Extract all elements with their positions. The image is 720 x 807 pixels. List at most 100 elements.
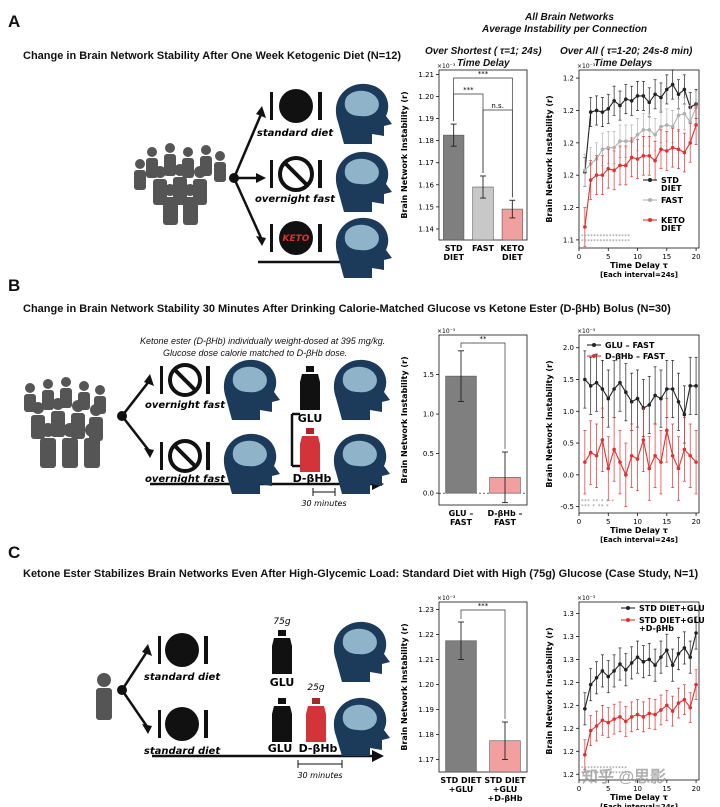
diet-label-standard: standard diet	[257, 128, 334, 139]
y-tick-label: 1.2	[563, 172, 574, 180]
y-tick-label: 1.20	[418, 93, 434, 101]
watermark: 知乎 @思影	[582, 769, 667, 786]
data-point	[612, 168, 616, 173]
data-point	[670, 145, 675, 150]
data-point	[583, 707, 587, 711]
data-point	[618, 460, 622, 464]
data-point	[594, 724, 599, 728]
data-point	[665, 648, 669, 653]
x-tick-label: 15	[662, 785, 671, 793]
y-tick-label: 1.0	[563, 408, 574, 416]
x-tick-label: 0	[577, 785, 581, 793]
y-tick-label: 1.3	[563, 610, 574, 618]
y-tick-label: 1.23	[418, 606, 434, 614]
x-tick-label: 10	[633, 518, 642, 526]
header-line2: Average Instability per Connection	[482, 24, 648, 35]
data-point	[624, 719, 628, 724]
x-axis-label-2: [Each interval=24s]	[600, 803, 678, 807]
category-label: +GLU	[493, 785, 518, 794]
category-label: FAST	[472, 244, 495, 253]
data-point	[606, 166, 611, 171]
y-tick-label: 1.2	[563, 679, 574, 687]
brain-head-icon	[333, 621, 390, 756]
axis-exponent: ×10⁻⁵	[437, 328, 456, 335]
crowd-icon	[134, 143, 226, 225]
data-point	[624, 390, 628, 395]
category-label: +D-βHb	[488, 794, 523, 803]
data-point	[629, 399, 634, 404]
x-tick-label: 10	[633, 785, 642, 793]
diet-label-standard-2: standard diet	[144, 746, 221, 757]
data-point	[624, 473, 628, 477]
diet-label-fast-1: overnight fast	[145, 400, 226, 411]
series-line	[584, 430, 697, 477]
panel-c-letter: C	[8, 543, 21, 562]
data-point	[629, 98, 634, 103]
data-point	[612, 98, 616, 103]
y-tick-label: 1.2	[563, 725, 574, 733]
data-point	[600, 387, 605, 391]
data-point	[670, 82, 675, 87]
y-tick-label: 1.19	[418, 115, 434, 123]
category-label: GLU –	[449, 509, 474, 518]
y-tick-label: 1.0	[423, 411, 434, 419]
panel-a-bar-title2: Time Delay	[457, 58, 510, 69]
data-point	[612, 387, 616, 391]
y-tick-label: 1.20	[418, 681, 434, 689]
x-tick-label: 5	[606, 785, 610, 793]
x-axis-label-2: [Each interval=24s]	[600, 536, 678, 544]
x-tick-label: 20	[692, 253, 701, 261]
data-point	[676, 113, 681, 118]
y-axis-label: Brain Network Instability (r)	[545, 627, 554, 754]
data-point	[635, 655, 640, 659]
x-axis-label-2: [Each interval=24s]	[600, 271, 678, 279]
legend-label: STD	[661, 176, 679, 185]
data-point	[647, 153, 652, 158]
data-point	[600, 669, 605, 673]
data-point	[588, 384, 593, 388]
data-point	[659, 124, 663, 129]
data-point	[653, 453, 657, 458]
data-point	[665, 149, 669, 153]
axis-exponent: ×10⁻³	[437, 63, 456, 70]
data-point	[588, 450, 593, 455]
data-point	[624, 97, 628, 101]
axis-exponent: ×10⁻³	[577, 63, 596, 70]
data-point	[694, 682, 698, 687]
legend-label: DIET	[661, 184, 682, 193]
panel-a-bar-title: Over Shortest ( τ=1; 24s)	[425, 46, 542, 57]
data-point	[670, 124, 675, 129]
data-point	[635, 457, 640, 461]
data-point	[647, 711, 652, 716]
glu-label: GLU	[298, 412, 323, 425]
y-tick-label: 0.5	[423, 450, 434, 458]
data-point	[600, 718, 605, 723]
data-point	[583, 460, 587, 464]
data-point	[618, 163, 622, 168]
data-point	[641, 659, 646, 664]
category-label: STD DIET	[484, 776, 526, 785]
y-tick-label: 1.21	[418, 71, 434, 79]
chart-c-line: ×10⁻³ 1.2 1.2 1.2 1.2 1.2 1.3 1.3 1.3 0 5 10 15 20 Tim…	[545, 595, 705, 807]
significance-stars: *** ** * * *	[581, 499, 615, 505]
y-tick-label: 1.5	[423, 371, 434, 379]
y-tick-label: 1.2	[563, 204, 574, 212]
data-point	[647, 403, 652, 407]
data-point	[688, 655, 693, 659]
no-food-icon	[168, 363, 202, 473]
data-point	[583, 752, 587, 757]
data-point	[629, 453, 634, 458]
y-tick-label: 1.19	[418, 706, 434, 714]
data-point	[659, 396, 663, 401]
data-point	[676, 651, 681, 656]
axis-exponent: ×10⁻⁵	[577, 328, 596, 335]
data-point	[647, 128, 652, 132]
data-point	[594, 173, 599, 177]
legend-label: D-βHb – FAST	[605, 352, 665, 361]
plot-frame	[578, 601, 700, 781]
data-point	[676, 92, 681, 97]
y-tick-label: 0.5	[563, 440, 574, 448]
significance-bracket	[460, 609, 506, 719]
chart-c-bar: ×10⁻³ 1.17 1.18 1.19 1.20 1.21 1.22 1.23 Brain N…	[400, 595, 528, 803]
y-tick-label: 1.21	[418, 656, 434, 664]
